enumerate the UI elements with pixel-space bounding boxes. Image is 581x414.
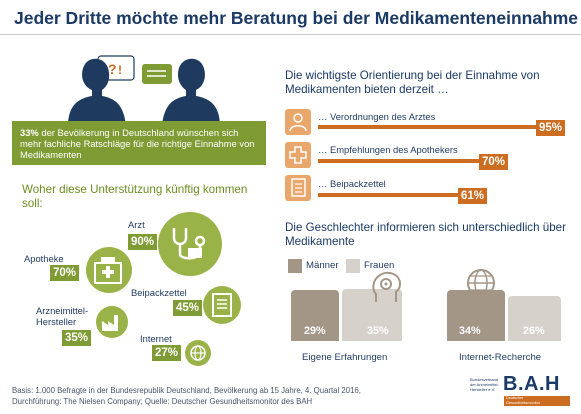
orientation-label-apotheker: … Empfehlungen des Apothekers [318,144,458,155]
logo-caption-line-1: Bundesverband [470,377,499,382]
support-value-beipackzettel: 45% [173,300,203,316]
support-label-hersteller: Arzneimittel- Hersteller [36,305,89,327]
gender-value-eigene-frauen: 35% [367,325,389,337]
gender-value-eigene-maenner: 29% [304,325,326,337]
source-line-2: Durchführung: The Nielsen Company; Quell… [12,396,313,406]
logo-bah: B.A.H [503,373,560,395]
conversation-illustration: ? ! [68,55,220,126]
support-value-hersteller: 35% [62,330,92,346]
leaflet-icon [291,178,306,197]
support-label-arzt: Arzt [128,219,145,230]
orientation-heading: Die wichtigste Orientierung bei der Einn… [285,69,540,96]
globe-icon [190,345,206,361]
gender-bar-eigene-frauen [342,289,402,341]
intro-text: der Bevölkerung in Deutschland wünschen … [20,127,255,161]
orientation-bar-arzt [318,125,536,129]
legend-swatch-frauen [346,259,360,273]
orientation-bar-beipackzettel [318,193,458,197]
svg-text:!: ! [118,63,122,77]
logo-caption-line-2: der Arzneimittel- [470,382,499,387]
logo-caption: Bundesverband der Arzneimittel- Herstell… [470,377,500,392]
source-note: Basis: 1.000 Befragte in der Bundesrepub… [12,386,452,407]
support-value-arzt: 90% [128,234,158,250]
legend-swatch-maenner [288,259,302,273]
intro-box: 33% der Bevölkerung in Deutschland wünsc… [12,121,266,165]
support-circle-hersteller [96,306,128,338]
globe-icon [467,269,495,297]
pharmacy-cross-icon [289,146,307,164]
factory-icon [102,315,118,331]
logo-band-line-2: Gesundheitsmonitor [506,401,540,405]
pharmacy-icon [94,257,122,284]
stethoscope-icon [172,228,206,260]
legend-label-frauen: Frauen [364,260,395,271]
svg-text:?: ? [108,61,117,77]
support-label-beipackzettel: Beipackzettel [131,287,187,298]
orientation-value-beipackzettel: 61% [458,188,488,204]
source-line-1: Basis: 1.000 Befragte in der Bundesrepub… [12,386,361,395]
orientation-value-apotheker: 70% [479,154,509,170]
brain-gear-icon [372,271,402,302]
title-divider [0,34,581,35]
gender-heading: Die Geschlechter informieren sich unters… [285,221,566,248]
support-value-apotheke: 70% [50,265,80,281]
gender-category-eigene: Eigene Erfahrungen [302,352,388,363]
page-title: Jeder Dritte möchte mehr Beratung bei de… [14,8,579,28]
intro-highlight: 33% [20,127,39,138]
legend-label-maenner: Männer [306,260,339,271]
support-value-internet: 27% [152,345,182,361]
doctor-icon [289,113,307,132]
gender-value-internet-maenner: 34% [459,325,481,337]
orientation-value-arzt: 95% [536,120,566,136]
gender-bar-eigene-maenner [291,290,339,341]
orientation-label-beipackzettel: … Beipackzettel [318,178,386,189]
logo-caption-line-3: Hersteller e.V. [470,387,495,392]
support-circle-arzt [158,212,222,276]
orientation-label-arzt: … Verordnungen des Arztes [318,111,436,122]
gender-category-internet: Internet-Recherche [459,352,542,363]
support-heading: Woher diese Unterstützung künftig kommen… [22,183,248,210]
gender-value-internet-frauen: 26% [523,325,545,337]
support-label-apotheke: Apotheke [24,253,64,264]
support-label-internet: Internet [140,333,172,344]
orientation-bar-apotheker [318,159,479,163]
logo-band: Deutscher Gesundheitsmonitor [504,396,570,406]
gender-bar-internet-frauen [508,296,561,341]
leaflet-icon [212,293,232,317]
support-circle-beipackzettel [203,286,241,324]
gender-bar-internet-maenner [447,290,505,341]
logo-band-line-1: Deutscher [506,396,524,400]
